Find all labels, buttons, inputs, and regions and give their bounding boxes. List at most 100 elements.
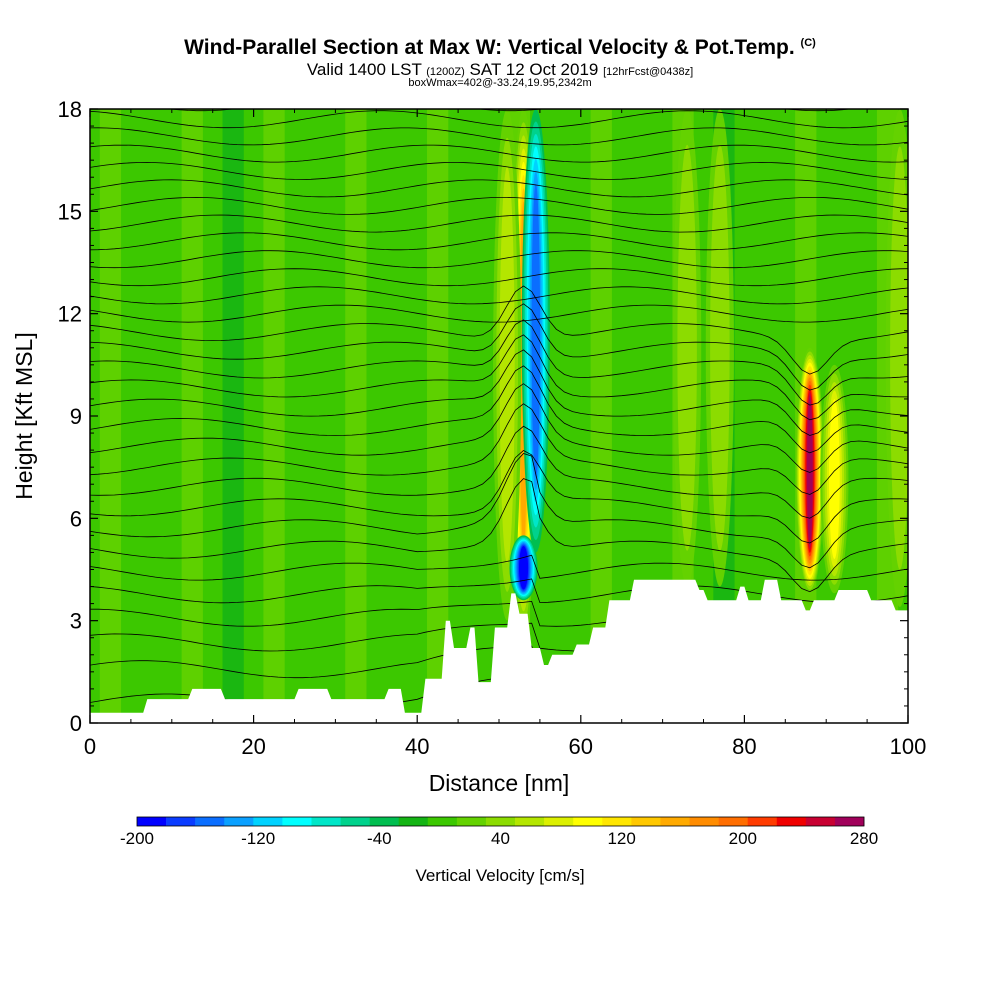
field-band: [263, 109, 285, 723]
colorbar-tick-label: 40: [491, 829, 510, 848]
y-tick-label: 3: [70, 609, 82, 634]
colorbar-tick-label: -120: [241, 829, 275, 848]
updraft-contour: [890, 146, 908, 570]
colorbar-swatch: [340, 817, 370, 826]
y-tick-label: 12: [58, 302, 82, 327]
updraft-contour: [710, 144, 730, 551]
field-band: [631, 109, 653, 723]
colorbar-swatch: [515, 817, 545, 826]
isentrope-334: [90, 232, 908, 251]
isentrope-348: [90, 110, 908, 129]
colorbar-swatch: [166, 817, 196, 826]
isentrope-314: [90, 365, 908, 454]
isentrope-336: [90, 214, 908, 233]
field-band: [427, 109, 449, 723]
isentrope-312: [90, 383, 908, 473]
colorbar-swatch: [805, 817, 836, 826]
isentrope-300: [90, 554, 908, 581]
isentrope-308: [90, 425, 908, 519]
field-band: [386, 109, 408, 723]
field-band: [549, 109, 571, 723]
field-band: [345, 109, 367, 723]
field-band: [181, 109, 203, 723]
colorbar-tick-label: 120: [607, 829, 635, 848]
colorbar-swatch: [834, 817, 865, 826]
y-tick-label: 6: [70, 506, 82, 531]
field-band: [140, 109, 162, 723]
colorbar-swatch: [544, 817, 574, 826]
isentrope-320: [90, 319, 908, 406]
x-tick-label: 40: [405, 734, 429, 759]
isentrope-310: [90, 403, 908, 495]
isentrope-344: [90, 144, 908, 163]
colorbar-swatch: [660, 817, 690, 826]
colorbar-swatch: [573, 817, 603, 826]
downdraft-contour: [531, 183, 541, 478]
x-tick-label: 60: [569, 734, 593, 759]
y-tick-label: 15: [58, 199, 82, 224]
colorbar-tick-label: -40: [367, 829, 392, 848]
isentrope-306: [90, 450, 908, 544]
colorbar-swatch: [689, 817, 719, 826]
colorbar-swatch: [631, 817, 661, 826]
updraft-contour: [829, 399, 840, 560]
colorbar-swatch: [776, 817, 807, 826]
isentrope-318: [90, 334, 908, 421]
colorbar-swatch: [456, 817, 487, 826]
field-band: [467, 109, 490, 723]
isentrope-304: [90, 453, 908, 569]
colorbar-swatch: [427, 817, 458, 826]
isentrope-338: [90, 196, 908, 215]
colorbar-swatch: [747, 817, 778, 826]
colorbar-swatch: [311, 817, 341, 826]
updraft-contour: [807, 395, 813, 546]
colorbar-swatch: [224, 817, 254, 826]
colorbar-swatch: [253, 817, 283, 826]
isentrope-342: [90, 161, 908, 180]
colorbar-swatch: [602, 817, 632, 826]
colorbar-tick-label: 200: [729, 829, 757, 848]
colorbar-swatch: [485, 817, 516, 826]
terrain-mask: [90, 579, 908, 723]
colorbar-tick-label: -200: [120, 829, 154, 848]
colorbar-label: Vertical Velocity [cm/s]: [415, 866, 584, 885]
chart-title: Wind-Parallel Section at Max W: Vertical…: [184, 36, 816, 59]
field-band: [99, 109, 122, 723]
x-tick-label: 0: [84, 734, 96, 759]
colorbar-swatch: [282, 817, 312, 826]
isentrope-346: [90, 127, 908, 146]
isentrope-340: [90, 179, 908, 198]
colorbar-swatch: [195, 817, 225, 826]
colorbar-swatch: [369, 817, 400, 826]
copyright-mark: (C): [800, 37, 816, 49]
isentrope-326: [90, 304, 908, 323]
downdraft-contour: [520, 547, 527, 589]
x-tick-label: 80: [732, 734, 756, 759]
isentrope-324: [90, 285, 908, 375]
y-tick-label: 9: [70, 404, 82, 429]
isentrope-350: [166, 109, 854, 112]
colorbar-tick-label: 280: [850, 829, 878, 848]
field-band: [754, 109, 776, 723]
colorbar-swatch: [718, 817, 748, 826]
colorbar-swatch: [398, 817, 429, 826]
chart-box-info: boxWmax=402@-33.24,19.95,2342m: [408, 77, 592, 89]
colorbar-swatch: [137, 817, 167, 826]
isentrope-316: [90, 349, 908, 436]
chart-subtitle: Valid 1400 LST (1200Z) SAT 12 Oct 2019 […: [306, 60, 694, 79]
x-tick-label: 20: [241, 734, 265, 759]
x-tick-label: 100: [890, 734, 927, 759]
isentrope-332: [90, 250, 908, 269]
y-tick-label: 18: [58, 97, 82, 122]
y-tick-label: 0: [70, 711, 82, 736]
isentrope-330: [90, 268, 908, 287]
updraft-contour: [499, 166, 515, 564]
isentrope-302: [90, 478, 908, 593]
x-axis-label: Distance [nm]: [429, 770, 570, 796]
isentrope-328: [90, 286, 908, 305]
field-band: [222, 109, 244, 723]
colorbar-frame: [136, 816, 865, 827]
updraft-contour: [677, 144, 697, 551]
isentrope-322: [90, 303, 908, 391]
